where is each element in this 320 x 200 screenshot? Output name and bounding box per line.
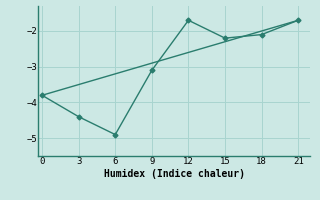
X-axis label: Humidex (Indice chaleur): Humidex (Indice chaleur) <box>104 169 245 179</box>
